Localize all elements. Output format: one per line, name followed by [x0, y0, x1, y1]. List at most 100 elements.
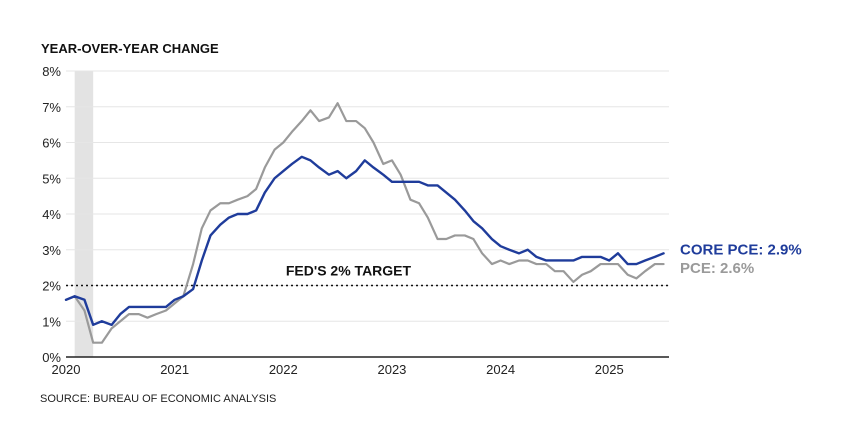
pce-point	[581, 274, 583, 276]
core-pce-line	[64, 155, 665, 327]
pce-point	[236, 199, 238, 201]
core-pce-point	[138, 306, 140, 308]
core-pce-point	[562, 259, 564, 261]
core-pce-point	[590, 256, 592, 258]
core-pce-point	[635, 263, 637, 265]
core-pce-point	[617, 252, 619, 254]
core-pce-point	[92, 324, 94, 326]
pce-point	[209, 209, 211, 211]
pce-point	[165, 309, 167, 311]
core-pce-point	[399, 181, 401, 183]
core-pce-point	[128, 306, 130, 308]
pce-point	[418, 202, 420, 204]
core-pce-point	[345, 177, 347, 179]
pce-point	[527, 259, 529, 261]
core-pce-point	[382, 173, 384, 175]
x-tick-label: 2022	[269, 362, 298, 377]
core-pce-point	[165, 306, 167, 308]
pce-point	[454, 234, 456, 236]
pce-point	[518, 259, 520, 261]
y-tick-label: 8%	[42, 64, 61, 79]
core-pce-point	[219, 224, 221, 226]
pce-point	[472, 238, 474, 240]
pce-point	[273, 148, 275, 150]
pce-point	[345, 120, 347, 122]
core-pce-point	[572, 259, 574, 261]
core-pce-point	[209, 234, 211, 236]
core-pce-point	[608, 259, 610, 261]
x-tick-label: 2024	[486, 362, 515, 377]
core-pce-point	[418, 181, 420, 183]
pce-point	[138, 313, 140, 315]
pce-point	[662, 263, 664, 265]
core-pce-point	[246, 213, 248, 215]
core-pce-point	[264, 191, 266, 193]
core-pce-point	[427, 184, 429, 186]
pce-point	[255, 188, 257, 190]
core-pce-point	[391, 181, 393, 183]
y-tick-label: 5%	[42, 171, 61, 186]
core-pce-point	[273, 177, 275, 179]
pce-point	[318, 120, 320, 122]
core-pce-point	[481, 227, 483, 229]
core-pce-point	[464, 209, 466, 211]
core-pce-point	[662, 252, 664, 254]
pce-point	[409, 199, 411, 201]
core-pce-point	[436, 184, 438, 186]
pce-point	[173, 302, 175, 304]
pce-point	[219, 202, 221, 204]
y-tick-label: 1%	[42, 314, 61, 329]
pce-point	[499, 259, 501, 261]
pce-point	[301, 120, 303, 122]
y-axis-title: YEAR-OVER-YEAR CHANGE	[41, 41, 219, 56]
pce-point	[83, 309, 85, 311]
pce-point	[291, 131, 293, 133]
core-pce-point	[301, 156, 303, 158]
pce-point	[146, 316, 148, 318]
pce-point	[155, 313, 157, 315]
pce-point	[545, 263, 547, 265]
pce-point	[654, 263, 656, 265]
pce-point	[246, 195, 248, 197]
pce-point	[92, 342, 94, 344]
pce-point	[608, 263, 610, 265]
core-pce-point	[201, 259, 203, 261]
core-pce-point	[518, 252, 520, 254]
core-pce-point	[182, 295, 184, 297]
pce-point	[491, 263, 493, 265]
core-pce-point	[255, 209, 257, 211]
pce-point	[110, 327, 112, 329]
core-pce-point	[228, 216, 230, 218]
y-tick-label: 0%	[42, 350, 61, 365]
core-pce-point	[173, 299, 175, 301]
pce-point	[427, 216, 429, 218]
pce-point	[464, 234, 466, 236]
pce-point	[192, 263, 194, 265]
pce-line	[64, 102, 665, 344]
core-pce-point	[83, 299, 85, 301]
x-tick-labels: 2020 2021 2022 2023 2024 2025	[52, 362, 624, 377]
core-pce-point	[119, 313, 121, 315]
core-pce-point	[364, 159, 366, 161]
core-pce-point	[192, 288, 194, 290]
y-tick-labels: 0% 1% 2% 3% 4% 5% 6% 7% 8%	[42, 64, 61, 365]
pce-point	[282, 141, 284, 143]
pce-point	[535, 263, 537, 265]
pce-point	[508, 263, 510, 265]
core-pce-point	[101, 320, 103, 322]
pce-point	[101, 342, 103, 344]
core-pce-point	[73, 295, 75, 297]
pce-point	[336, 102, 338, 104]
core-pce-point	[328, 173, 330, 175]
core-pce-point	[155, 306, 157, 308]
pce-point	[599, 263, 601, 265]
pce-point	[372, 141, 374, 143]
pce-point	[635, 277, 637, 279]
core-pce-point	[491, 238, 493, 240]
pce-point	[201, 227, 203, 229]
pce-point	[617, 263, 619, 265]
grid	[66, 70, 669, 358]
core-pce-point	[65, 299, 67, 301]
core-pce-point	[454, 199, 456, 201]
x-tick-label: 2023	[377, 362, 406, 377]
